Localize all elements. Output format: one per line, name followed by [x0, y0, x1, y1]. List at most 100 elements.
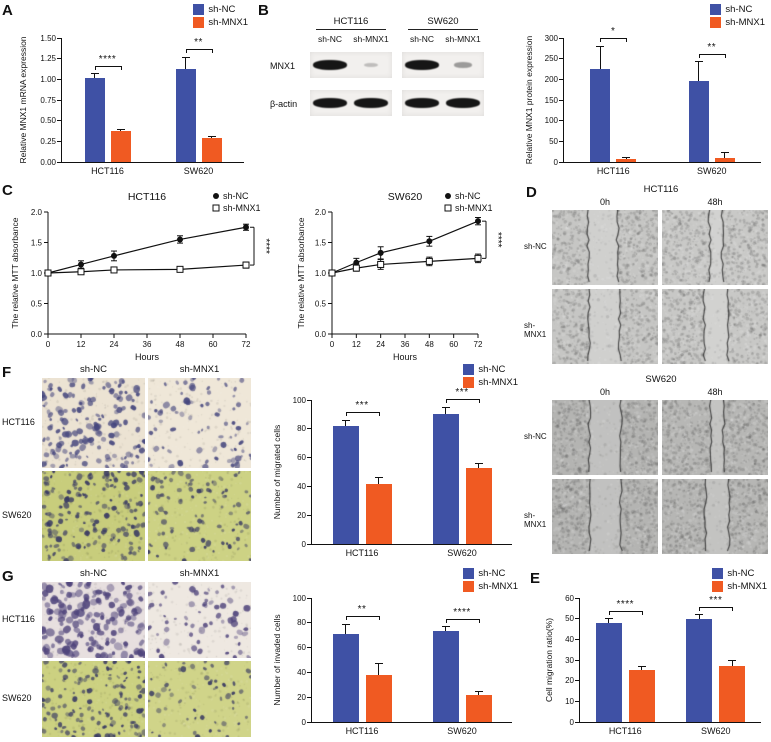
- mtt-line-chart-hct116: 0.0 0.5 1.0 1.5 2.0 0 12 24 36 48 60 72 HCT116 Hours T…: [8, 188, 288, 362]
- chart-title: HCT116: [128, 191, 166, 203]
- y-tick: [307, 400, 311, 401]
- timepoint-label: 48h: [695, 197, 735, 207]
- timepoint-label: 48h: [695, 387, 735, 397]
- y-tick-label: 100: [530, 116, 558, 125]
- migration-ratio-bar-chart: Cell migration ratio(%) 0 10 20 30 40 50 60 HCT1…: [540, 568, 769, 740]
- sig-stars: **: [690, 42, 734, 53]
- error-bar-cap: [695, 614, 703, 615]
- error-bar: [378, 478, 379, 484]
- lane-label: sh-NC: [400, 34, 444, 44]
- x-tick-label: 36: [143, 340, 152, 349]
- wound-image-SW620-sh-NC-0h: [552, 400, 658, 475]
- sig-stars: *: [591, 26, 635, 37]
- bar: [466, 468, 492, 544]
- legend-label: sh-NC: [208, 4, 235, 15]
- error-bar-cap: [695, 61, 703, 62]
- category-label: HCT116: [76, 166, 140, 176]
- x-tick-label: 72: [474, 340, 483, 349]
- error-bar-cap: [442, 407, 450, 408]
- legend-swatch: [463, 364, 474, 375]
- bar: [202, 138, 222, 162]
- timepoint-label: 0h: [585, 387, 625, 397]
- panel-label-b: B: [258, 2, 269, 19]
- error-bar: [608, 619, 609, 623]
- marker-open-square: [378, 261, 384, 267]
- error-bar: [378, 664, 379, 675]
- legend-label: sh-MNX1: [478, 377, 518, 388]
- sig-bracket: [699, 54, 725, 55]
- x-tick-label: 48: [176, 340, 185, 349]
- legend-item: sh-MNX1: [463, 581, 518, 592]
- cell-line-label: HCT116: [2, 417, 42, 427]
- legend-swatch: [463, 568, 474, 579]
- blot-band: [446, 98, 480, 108]
- sig-bracket: [609, 611, 642, 612]
- error-bar: [478, 691, 479, 695]
- bar: [433, 631, 459, 722]
- cell-line-title: SW620: [552, 374, 770, 385]
- sig-bracket-end: [642, 611, 643, 615]
- x-tick-label: 24: [110, 340, 119, 349]
- category-label: SW620: [684, 726, 748, 736]
- y-tick: [307, 622, 311, 623]
- error-bar: [185, 57, 186, 69]
- condition-label: sh-MNX1: [170, 364, 230, 375]
- y-tick-label: 20: [278, 511, 306, 520]
- bar: [333, 426, 359, 544]
- y-tick: [575, 680, 579, 681]
- error-bar: [698, 62, 699, 81]
- condition-label: sh-NC: [524, 432, 551, 441]
- bar: [590, 69, 610, 162]
- y-tick: [307, 544, 311, 545]
- bar: [689, 81, 709, 162]
- error-bar: [345, 420, 346, 426]
- sig-stars: ***: [694, 595, 738, 606]
- transwell-image-SW620-sh-NC: [42, 661, 145, 737]
- sig-bracket-end: [212, 49, 213, 53]
- bar: [596, 623, 622, 722]
- legend-swatch: [193, 4, 204, 15]
- error-bar-cap: [208, 136, 216, 137]
- blot-row-label: MNX1: [270, 61, 308, 71]
- cell-line-title: HCT116: [552, 184, 770, 195]
- wound-image-HCT116-sh-MNX1-48h: [662, 289, 768, 364]
- marker-filled-circle: [426, 238, 432, 244]
- legend-swatch: [193, 17, 204, 28]
- transwell-image-SW620-sh-MNX1: [148, 661, 251, 737]
- y-axis: [311, 598, 312, 722]
- error-bar: [732, 660, 733, 666]
- bar: [616, 159, 636, 162]
- error-bar-cap: [622, 157, 630, 158]
- y-tick-label: 1.50: [28, 34, 56, 43]
- sig-bracket-end: [379, 412, 380, 416]
- y-tick: [559, 120, 563, 121]
- blot-band: [405, 98, 439, 108]
- y-tick-label: 0.25: [28, 137, 56, 146]
- y-tick-label: 0.0: [31, 330, 43, 339]
- y-axis-label: The relative MTT absorbance: [296, 217, 306, 328]
- condition-label: sh-NC: [524, 242, 551, 251]
- y-tick-label: 50: [530, 137, 558, 146]
- error-bar: [445, 627, 446, 632]
- error-bar: [445, 407, 446, 414]
- x-tick-label: 0: [330, 340, 335, 349]
- sig-bracket: [699, 607, 732, 608]
- blot-band: [454, 62, 473, 68]
- error-bar-cap: [117, 129, 125, 130]
- error-bar: [641, 666, 642, 670]
- category-label: HCT116: [330, 726, 394, 736]
- sig-bracket-end: [479, 399, 480, 403]
- legend-marker: [445, 193, 451, 199]
- y-tick-label: 0: [278, 718, 306, 727]
- sig-bracket-end: [699, 607, 700, 611]
- legend-swatch: [712, 568, 723, 579]
- wound-image-HCT116-sh-MNX1-0h: [552, 289, 658, 364]
- sig-bracket: [600, 38, 626, 39]
- marker-filled-circle: [378, 250, 384, 256]
- wound-image-HCT116-sh-NC-48h: [662, 210, 768, 285]
- category-label: SW620: [430, 548, 494, 558]
- legend-item: sh-NC: [193, 4, 248, 15]
- transwell-image-HCT116-sh-NC: [42, 378, 145, 468]
- x-tick-label: 24: [376, 340, 385, 349]
- timepoint-label: 0h: [585, 197, 625, 207]
